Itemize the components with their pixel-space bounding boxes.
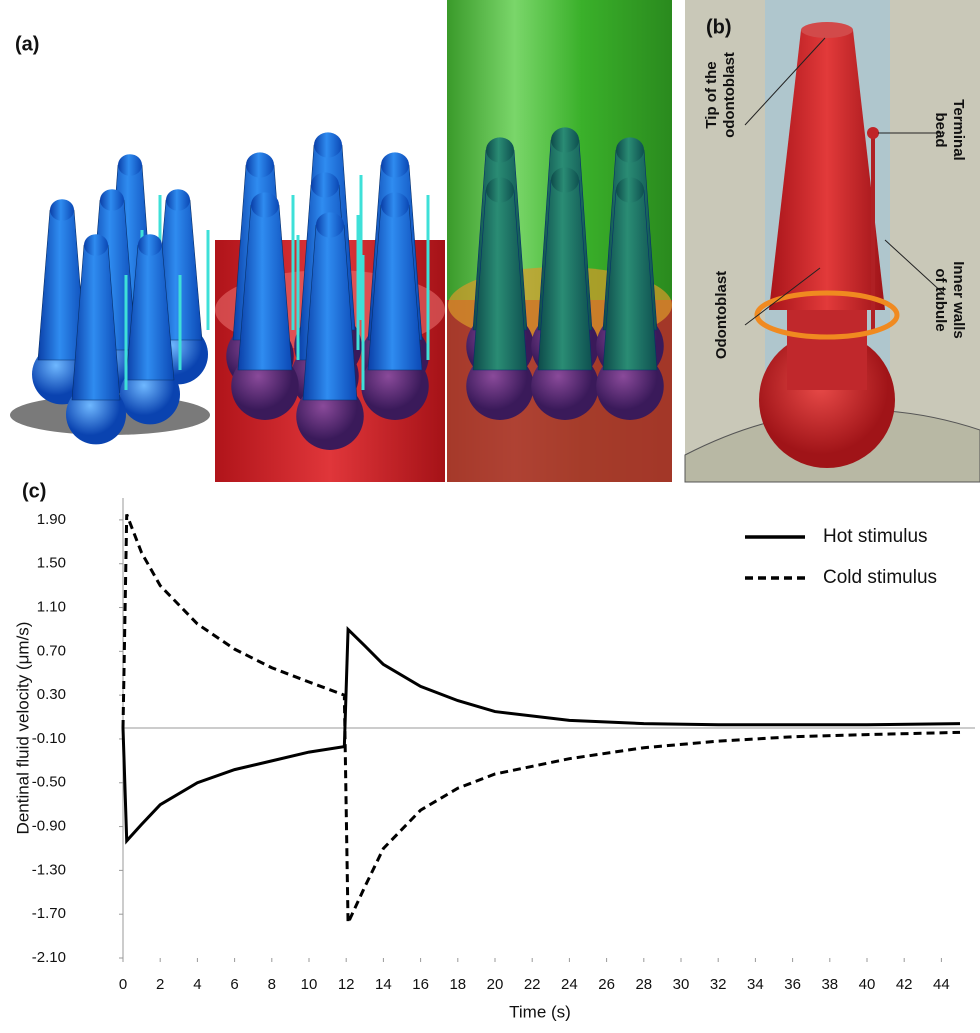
x-tick-label: 38: [821, 976, 838, 993]
y-tick-label: -2.10: [32, 949, 66, 966]
x-tick-label: 6: [230, 976, 238, 993]
cone-tip: [84, 234, 108, 256]
annotation: odontoblast: [721, 52, 738, 138]
series-line: [123, 629, 960, 840]
x-tick-label: 24: [561, 976, 578, 993]
panel-label: (a): [15, 33, 39, 55]
x-tick-label: 30: [673, 976, 690, 993]
y-tick-label: 0.70: [37, 642, 66, 659]
y-tick-label: 0.30: [37, 686, 66, 703]
y-tick-label: -0.90: [32, 818, 66, 835]
odontoblast-neck: [787, 310, 867, 390]
cone-tip: [246, 152, 274, 177]
annotation: Tip of the: [703, 61, 720, 128]
cone-tip: [311, 172, 339, 197]
y-tick-label: 1.10: [37, 598, 66, 615]
x-tick-label: 20: [487, 976, 504, 993]
cone-tip: [616, 137, 644, 162]
annotation: bead: [932, 112, 949, 147]
annotation: Odontoblast: [713, 271, 730, 359]
cone-tip: [486, 137, 514, 162]
legend-label: Cold stimulus: [823, 567, 937, 588]
cone-tip: [486, 177, 514, 202]
x-tick-label: 36: [784, 976, 801, 993]
x-tick-label: 2: [156, 976, 164, 993]
x-tick-label: 12: [338, 976, 355, 993]
legend-label: Hot stimulus: [823, 526, 928, 547]
cone-tip: [316, 212, 344, 237]
cone-tip: [381, 152, 409, 177]
x-axis-title: Time (s): [509, 1002, 571, 1021]
cone-tip: [166, 189, 190, 211]
cone-tip: [100, 189, 124, 211]
panel-label: (c): [22, 480, 46, 502]
y-tick-label: 1.90: [37, 511, 66, 528]
x-tick-label: 14: [375, 976, 392, 993]
x-tick-label: 22: [524, 976, 541, 993]
cone-tip: [551, 127, 579, 152]
cone-tip: [118, 154, 142, 176]
x-tick-label: 16: [412, 976, 429, 993]
x-tick-label: 34: [747, 976, 764, 993]
x-tick-label: 28: [635, 976, 652, 993]
terminal-bead: [867, 127, 879, 139]
y-tick-label: -0.50: [32, 774, 66, 791]
x-tick-label: 18: [449, 976, 466, 993]
x-tick-label: 44: [933, 976, 950, 993]
chart: (c) Time (s) Dentinal fluid velocity (μm…: [13, 480, 975, 1021]
y-axis-title: Dentinal fluid velocity (μm/s): [13, 622, 32, 835]
renders: (a) (b) Tip of the odontoblast Odontobla…: [10, 0, 980, 482]
figure: (a) (b) Tip of the odontoblast Odontobla…: [0, 0, 980, 1028]
annotation: Inner walls: [950, 261, 967, 339]
panel-label: (b): [706, 16, 732, 38]
x-tick-label: 4: [193, 976, 201, 993]
cone-tip: [251, 192, 279, 217]
x-tick-label: 42: [896, 976, 913, 993]
cone-tip: [551, 167, 579, 192]
cone-tip: [381, 192, 409, 217]
y-tick-label: 1.50: [37, 555, 66, 572]
x-tick-label: 8: [268, 976, 276, 993]
y-tick-label: -0.10: [32, 730, 66, 747]
y-tick-label: -1.30: [32, 861, 66, 878]
cone-tip: [616, 177, 644, 202]
x-tick-label: 32: [710, 976, 727, 993]
cone-tip: [314, 132, 342, 157]
cone-tip: [138, 234, 162, 256]
cone-tip: [50, 199, 74, 221]
annotation: of tubule: [932, 268, 949, 331]
x-tick-label: 40: [859, 976, 876, 993]
x-tick-label: 0: [119, 976, 127, 993]
process-tip: [801, 22, 853, 38]
y-tick-label: -1.70: [32, 905, 66, 922]
x-tick-label: 10: [301, 976, 318, 993]
annotation: Terminal: [950, 99, 967, 160]
x-tick-label: 26: [598, 976, 615, 993]
